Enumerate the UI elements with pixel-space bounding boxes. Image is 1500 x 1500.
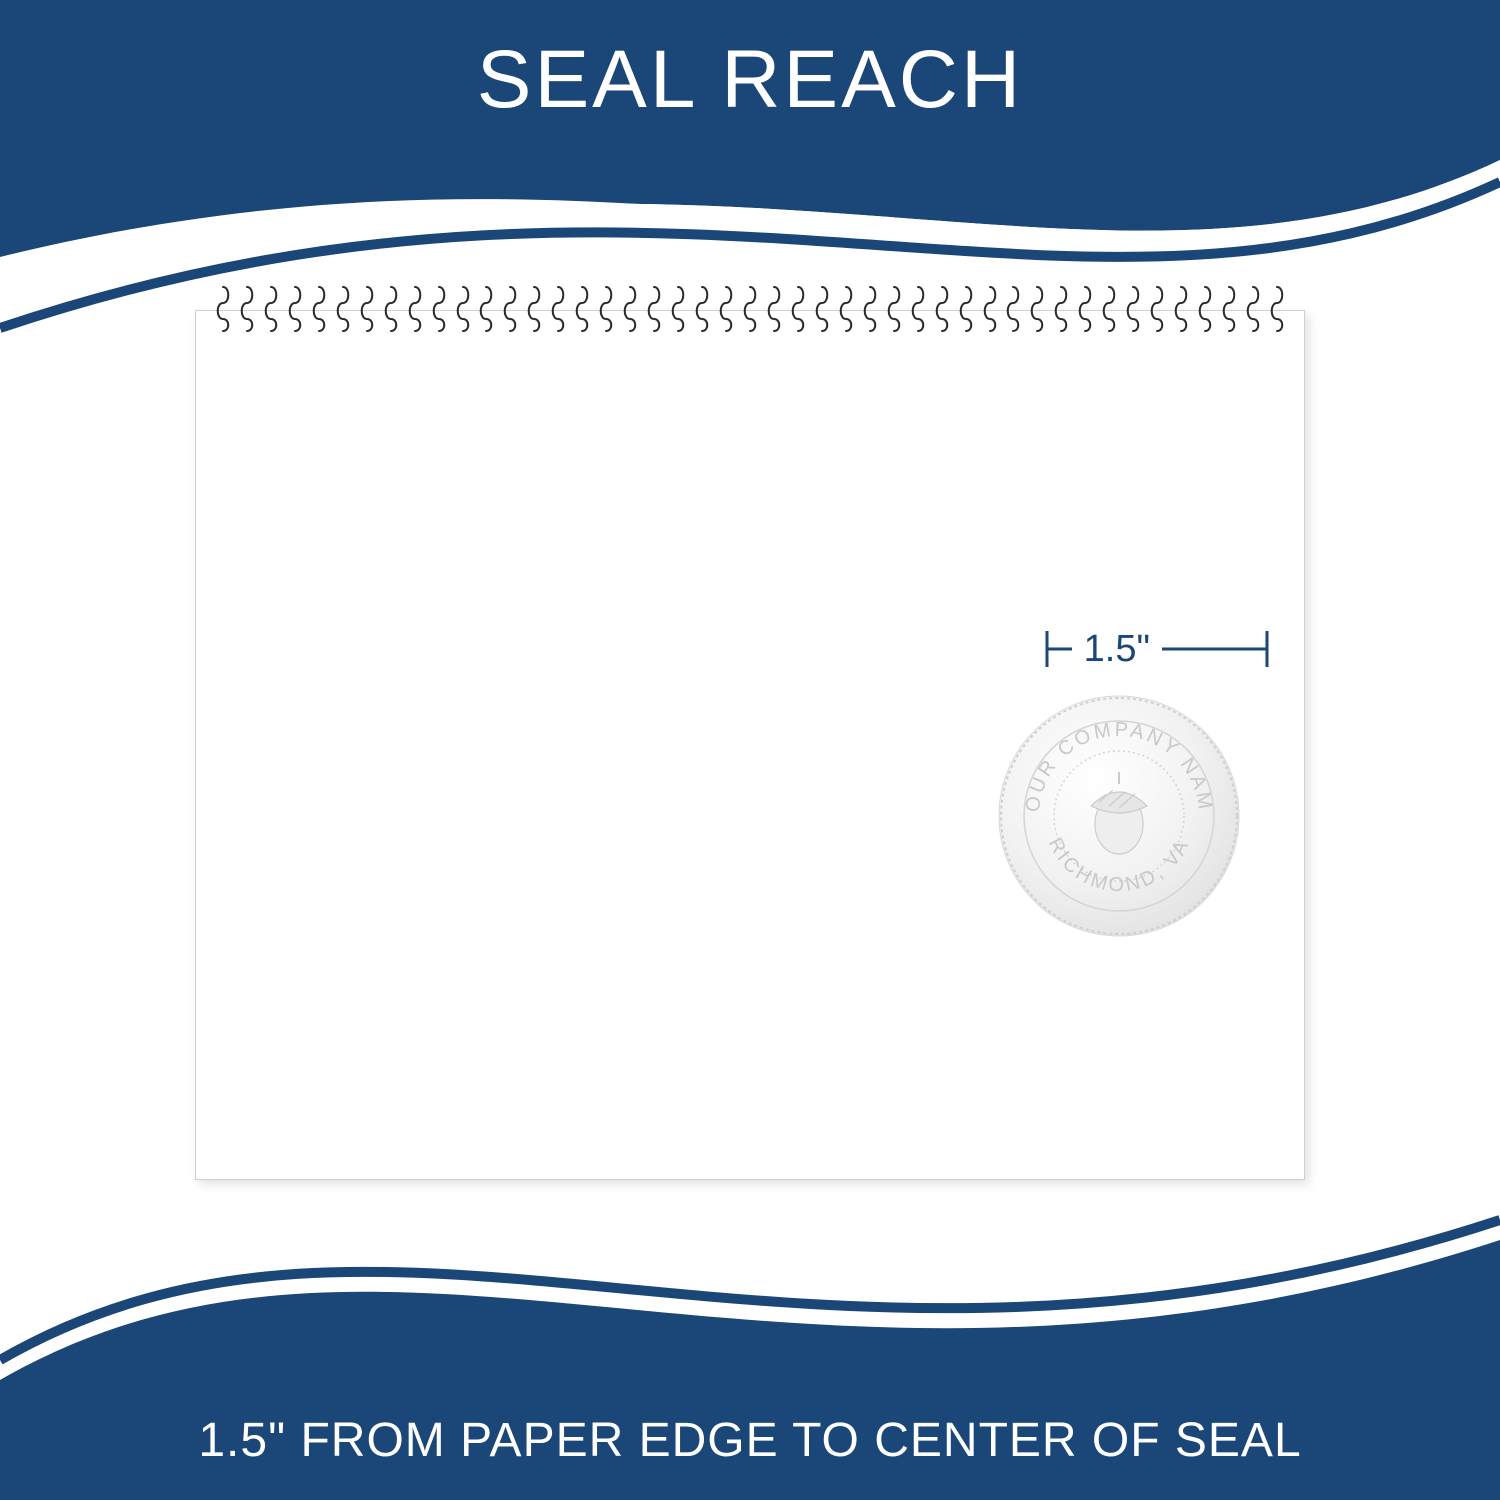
spiral-ring bbox=[887, 285, 901, 333]
spiral-ring bbox=[575, 285, 589, 333]
spiral-ring bbox=[1006, 285, 1020, 333]
spiral-ring bbox=[935, 285, 949, 333]
spiral-ring bbox=[1222, 285, 1236, 333]
header-band: SEAL REACH bbox=[0, 0, 1500, 160]
spiral-ring bbox=[1126, 285, 1140, 333]
footer-text: 1.5" FROM PAPER EDGE TO CENTER OF SEAL bbox=[198, 1413, 1301, 1468]
spiral-ring bbox=[1246, 285, 1260, 333]
spiral-ring bbox=[839, 285, 853, 333]
spiral-ring bbox=[959, 285, 973, 333]
spiral-ring bbox=[240, 285, 254, 333]
spiral-ring bbox=[719, 285, 733, 333]
spiral-ring bbox=[863, 285, 877, 333]
spiral-ring bbox=[479, 285, 493, 333]
spiral-ring bbox=[456, 285, 470, 333]
spiral-ring bbox=[288, 285, 302, 333]
spiral-ring bbox=[384, 285, 398, 333]
spiral-ring bbox=[1102, 285, 1116, 333]
spiral-ring bbox=[312, 285, 326, 333]
spiral-ring bbox=[1174, 285, 1188, 333]
spiral-ring bbox=[815, 285, 829, 333]
spiral-ring bbox=[695, 285, 709, 333]
infographic-canvas: SEAL REACH 1.5" bbox=[0, 0, 1500, 1500]
spiral-ring bbox=[983, 285, 997, 333]
spiral-ring bbox=[599, 285, 613, 333]
spiral-ring bbox=[791, 285, 805, 333]
header-title: SEAL REACH bbox=[477, 33, 1023, 127]
spiral-ring bbox=[408, 285, 422, 333]
spiral-ring bbox=[647, 285, 661, 333]
spiral-ring bbox=[216, 285, 230, 333]
measurement-label: 1.5" bbox=[1072, 628, 1162, 671]
spiral-ring bbox=[432, 285, 446, 333]
swoosh-bottom bbox=[0, 1170, 1500, 1410]
spiral-ring bbox=[527, 285, 541, 333]
measurement-indicator: 1.5" bbox=[1022, 627, 1292, 671]
spiral-ring bbox=[1054, 285, 1068, 333]
embossed-seal: YOUR COMPANY NAME RICHMOND, VA bbox=[994, 691, 1244, 941]
spiral-ring bbox=[551, 285, 565, 333]
spiral-ring bbox=[911, 285, 925, 333]
spiral-ring bbox=[743, 285, 757, 333]
measure-bar-right-icon bbox=[1162, 627, 1292, 671]
spiral-ring bbox=[1270, 285, 1284, 333]
notepad: 1.5" bbox=[195, 310, 1305, 1180]
measure-bar-left-icon bbox=[1022, 627, 1072, 671]
spiral-ring bbox=[623, 285, 637, 333]
spiral-ring bbox=[671, 285, 685, 333]
spiral-ring bbox=[264, 285, 278, 333]
spiral-ring bbox=[1198, 285, 1212, 333]
spiral-ring bbox=[360, 285, 374, 333]
spiral-ring bbox=[1150, 285, 1164, 333]
spiral-ring bbox=[1030, 285, 1044, 333]
spiral-binding bbox=[216, 285, 1284, 333]
spiral-ring bbox=[503, 285, 517, 333]
spiral-ring bbox=[336, 285, 350, 333]
footer-band: 1.5" FROM PAPER EDGE TO CENTER OF SEAL bbox=[0, 1380, 1500, 1500]
spiral-ring bbox=[767, 285, 781, 333]
spiral-ring bbox=[1078, 285, 1092, 333]
